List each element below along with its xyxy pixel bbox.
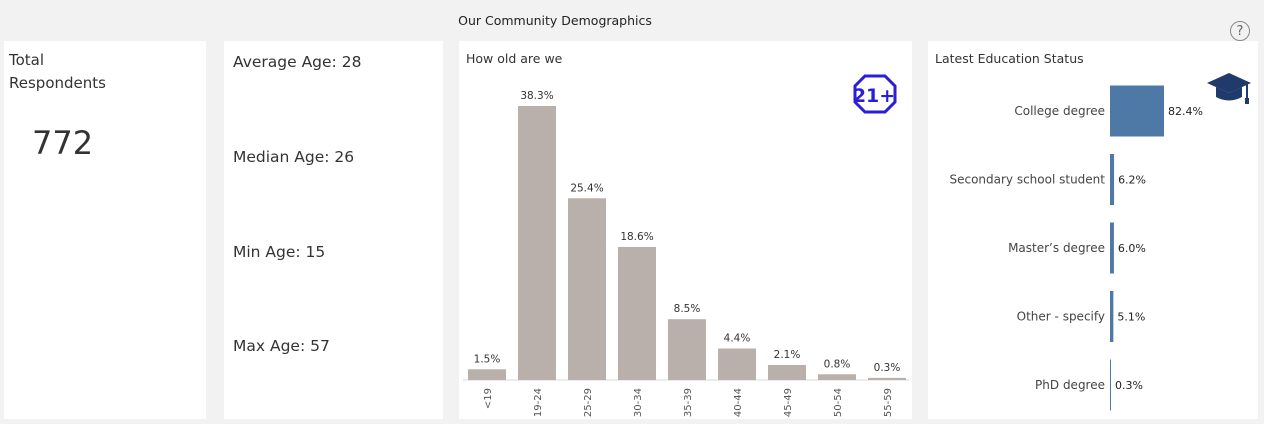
age-bar[interactable] xyxy=(468,369,506,380)
age-bar[interactable] xyxy=(818,374,856,380)
education-bar[interactable] xyxy=(1110,359,1111,411)
age-chart-title: How old are we xyxy=(466,51,563,66)
education-bar-chart: College degree 82.4% Secondary school stud… xyxy=(949,85,1203,411)
education-bar[interactable] xyxy=(1110,291,1114,342)
dashboard-title: Our Community Demographics xyxy=(458,13,652,28)
age-bar-label: 0.8% xyxy=(824,358,851,370)
age-bar-label: 18.6% xyxy=(620,231,653,243)
age-bar[interactable] xyxy=(668,319,706,380)
age-bar-label: 4.4% xyxy=(724,333,751,345)
education-category-label: Master’s degree xyxy=(1008,241,1105,255)
age-tick-label: 30-34 xyxy=(633,388,644,417)
education-bar-label: 0.3% xyxy=(1115,379,1143,392)
age-tick-label: 19-24 xyxy=(533,388,544,417)
total-respondents-label: Total Respondents xyxy=(9,51,106,92)
age-stats-panel: Average Age: 28 Median Age: 26 Min Age: … xyxy=(224,41,443,419)
graduation-cap-icon xyxy=(1207,73,1251,104)
education-category-label: PhD degree xyxy=(1035,378,1105,392)
age-bar-chart: 1.5% <19 38.3% 19-24 25.4% 25-29 18.6% 30-34 8.5… xyxy=(463,90,909,417)
age-bar-label: 1.5% xyxy=(474,353,501,365)
age-bar[interactable] xyxy=(518,106,556,380)
age-bar-label: 25.4% xyxy=(570,182,603,194)
age-bar[interactable] xyxy=(768,364,806,380)
average-age-stat: Average Age: 28 xyxy=(233,53,362,71)
age-distribution-panel: How old are we 1.5% <19 38.3% 19-24 25.4% 25-… xyxy=(459,41,912,419)
education-bar-label: 6.0% xyxy=(1118,242,1146,255)
age-bar[interactable] xyxy=(568,198,606,380)
age-badge-text: 21+ xyxy=(853,85,895,107)
help-icon[interactable]: ? xyxy=(1230,21,1250,41)
age-bar[interactable] xyxy=(718,348,756,380)
education-bar-label: 6.2% xyxy=(1118,174,1146,187)
age-tick-label: 35-39 xyxy=(683,388,694,417)
education-category-label: College degree xyxy=(1014,104,1105,118)
max-age-stat: Max Age: 57 xyxy=(233,337,330,355)
age-21-plus-icon: 21+ xyxy=(853,74,897,114)
education-bar-label: 5.1% xyxy=(1117,311,1145,324)
min-age-stat: Min Age: 15 xyxy=(233,243,326,261)
age-tick-label: 40-44 xyxy=(733,388,744,417)
age-bar[interactable] xyxy=(618,246,656,380)
age-bar-label: 38.3% xyxy=(520,90,553,102)
age-tick-label: 45-49 xyxy=(783,388,794,417)
education-bar-label: 82.4% xyxy=(1168,105,1203,118)
total-respondents-panel: Total Respondents 772 xyxy=(4,41,206,419)
age-tick-label: 50-54 xyxy=(833,388,844,417)
age-bar[interactable] xyxy=(868,377,906,380)
age-tick-label: 55-59 xyxy=(883,388,894,417)
education-bar[interactable] xyxy=(1110,154,1115,205)
age-tick-label: 25-29 xyxy=(583,388,594,417)
education-category-label: Secondary school student xyxy=(949,173,1105,187)
age-tick-label: <19 xyxy=(483,388,494,409)
age-bar-label: 8.5% xyxy=(674,303,701,315)
education-bar[interactable] xyxy=(1110,222,1114,274)
education-bar[interactable] xyxy=(1110,85,1164,137)
education-status-panel: Latest Education Status College degree 82… xyxy=(928,41,1258,419)
age-bar-label: 2.1% xyxy=(774,349,801,361)
education-chart-title: Latest Education Status xyxy=(935,51,1084,66)
total-respondents-value: 772 xyxy=(32,124,94,162)
education-category-label: Other - specify xyxy=(1017,310,1105,324)
median-age-stat: Median Age: 26 xyxy=(233,148,355,166)
age-bar-label: 0.3% xyxy=(874,362,901,374)
